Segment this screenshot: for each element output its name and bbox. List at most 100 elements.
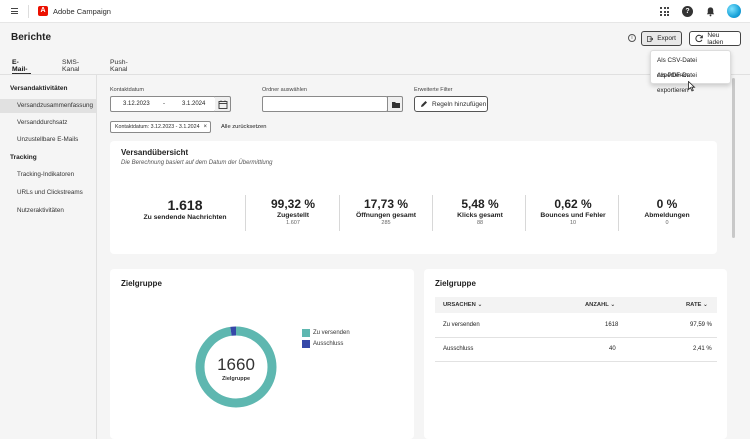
column-label: URSACHEN [443,302,476,308]
delivery-overview-card [110,141,717,254]
sidebar-item-tracking-indicators[interactable]: Tracking-Indikatoren [17,171,75,178]
export-csv-option[interactable]: Als CSV-Datei exportieren [657,57,697,79]
refresh-icon [695,34,703,43]
legend-item-send: Zu versenden [302,329,350,337]
folder-button[interactable] [387,96,403,112]
calendar-icon [218,100,228,109]
refresh-button-label: Neu laden [707,31,724,46]
scrollbar[interactable] [732,78,735,238]
edit-icon [421,101,427,107]
folder-select-field[interactable] [262,96,388,112]
donut-center-label: Zielgruppe [222,376,250,382]
sidebar-item-throughput[interactable]: Versanddurchsatz [17,119,68,126]
divider [0,74,750,75]
chevron-down-icon: ⌄ [610,302,616,308]
kpi-label: Bounces und Fehler [540,212,606,219]
apps-grid-icon[interactable] [659,6,670,17]
page-title: Berichte [11,32,52,43]
refresh-button[interactable]: Neu laden [689,31,741,46]
notification-bell-icon[interactable] [705,6,716,17]
chevron-down-icon: ⌄ [477,302,483,308]
column-header-count[interactable]: ANZAHL ⌄ [585,302,615,308]
kpi-sub: 10 [569,220,577,226]
legend-swatch-send [302,329,310,337]
cell-rate: 97,59 % [690,322,713,328]
kpi-sub: 0 [665,220,669,226]
mouse-cursor-icon [688,81,696,92]
sidebar-section-delivery: Versandaktivitäten [10,85,68,92]
table-header: URSACHEN ⌄ ANZAHL ⌄ RATE ⌄ [435,297,717,313]
kpi-delivered: 99,32 % Zugestellt 1.607 [248,197,338,226]
date-from: 3.12.2023 [123,101,150,107]
close-icon[interactable]: × [203,124,207,130]
add-rules-label: Regeln hinzufügen [432,100,487,108]
column-label: ANZAHL [585,302,609,308]
date-range-field[interactable]: 3.12.2023 - 3.1.2024 [110,96,216,112]
date-separator: - [163,101,165,107]
sidebar-section-tracking: Tracking [10,154,37,161]
kpi-value: 99,32 % [270,197,316,211]
legend-label: Ausschluss [313,341,344,347]
column-header-rate[interactable]: RATE ⌄ [686,302,708,308]
active-filter-chip[interactable]: Kontaktdatum: 3.12.2023 - 3.1.2024 × [110,121,211,133]
app-bar: A Adobe Campaign ? [0,0,750,23]
kpi-value: 5,48 % [461,197,499,211]
kpi-clicks: 5,48 % Klicks gesamt 88 [435,197,525,226]
calendar-button[interactable] [215,96,231,112]
advanced-filter-label: Erweiterte Filter [414,87,453,93]
tab-push[interactable]: Push-Kanal [110,59,128,73]
export-pdf-option[interactable]: Als PDF-Datei exportieren [657,72,697,94]
kpi-label: Öffnungen gesamt [355,212,417,219]
export-menu: Als CSV-Datei exportieren Als PDF-Datei … [650,50,731,94]
export-icon [647,35,654,42]
kpi-label: Klicks gesamt [457,212,503,219]
legend-swatch-exclude [302,340,310,348]
folder-filter-label: Ordner auswählen [262,87,307,93]
table-row: Zu versenden 1618 97,59 % [435,314,717,338]
legend-item-exclude: Ausschluss [302,340,343,348]
donut-center-value: 1660 [217,355,255,374]
folder-icon [392,102,400,108]
column-header-reasons[interactable]: URSACHEN ⌄ [443,302,482,308]
divider [28,5,29,18]
divider [432,195,433,231]
user-avatar[interactable] [727,4,741,18]
kpi-messages-to-send: 1.618 Zu sendende Nachrichten [140,197,230,222]
audience-donut-chart: 1660 Zielgruppe [195,326,277,408]
tab-sms[interactable]: SMS-Kanal [62,59,80,73]
cell-count: 40 [609,346,616,352]
kpi-label: Zu sendende Nachrichten [143,214,227,221]
info-icon[interactable]: i [628,34,636,42]
audience-table-title: Zielgruppe [435,279,476,288]
kpi-label: Zugestellt [276,212,310,219]
adobe-logo-icon: A [38,6,48,16]
divider [339,195,340,231]
sidebar-item-delivery-summary[interactable]: Versandzusammenfassung [0,99,96,113]
app-name: Adobe Campaign [53,7,111,16]
donut-slice-exclude [195,326,277,408]
legend-label: Zu versenden [313,330,350,336]
audience-chart-card [110,269,414,439]
export-button[interactable]: Export [641,31,682,46]
cell-count: 1618 [605,322,619,328]
reset-filters-link[interactable]: Alle zurücksetzen [221,124,267,130]
menu-icon[interactable] [11,8,18,14]
tab-email[interactable]: E-Mail-Kanal [12,55,31,80]
audience-chart-title: Zielgruppe [121,279,162,288]
kpi-value: 17,73 % [363,197,409,211]
sidebar-item-user-activities[interactable]: Nutzeraktivitäten [17,207,64,214]
cell-rate: 2,41 % [693,346,712,352]
kpi-label: Abmeldungen [644,212,690,219]
overview-subtitle: Die Berechnung basiert auf dem Datum der… [121,160,273,166]
kpi-unsubscribes: 0 % Abmeldungen 0 [622,197,712,226]
date-to: 3.1.2024 [182,101,206,107]
date-filter-label: Kontaktdatum [110,87,144,93]
cell-reason: Ausschluss [443,346,474,352]
sidebar-item-bounces[interactable]: Unzustellbare E-Mails [17,136,79,143]
add-rules-button[interactable]: Regeln hinzufügen [414,96,488,112]
cell-reason: Zu versenden [443,322,480,328]
kpi-opens: 17,73 % Öffnungen gesamt 285 [341,197,431,226]
filter-chip-label: Kontaktdatum: 3.12.2023 - 3.1.2024 [115,124,200,130]
help-icon[interactable]: ? [682,6,693,17]
sidebar-item-urls-clickstreams[interactable]: URLs und Clickstreams [17,189,83,196]
